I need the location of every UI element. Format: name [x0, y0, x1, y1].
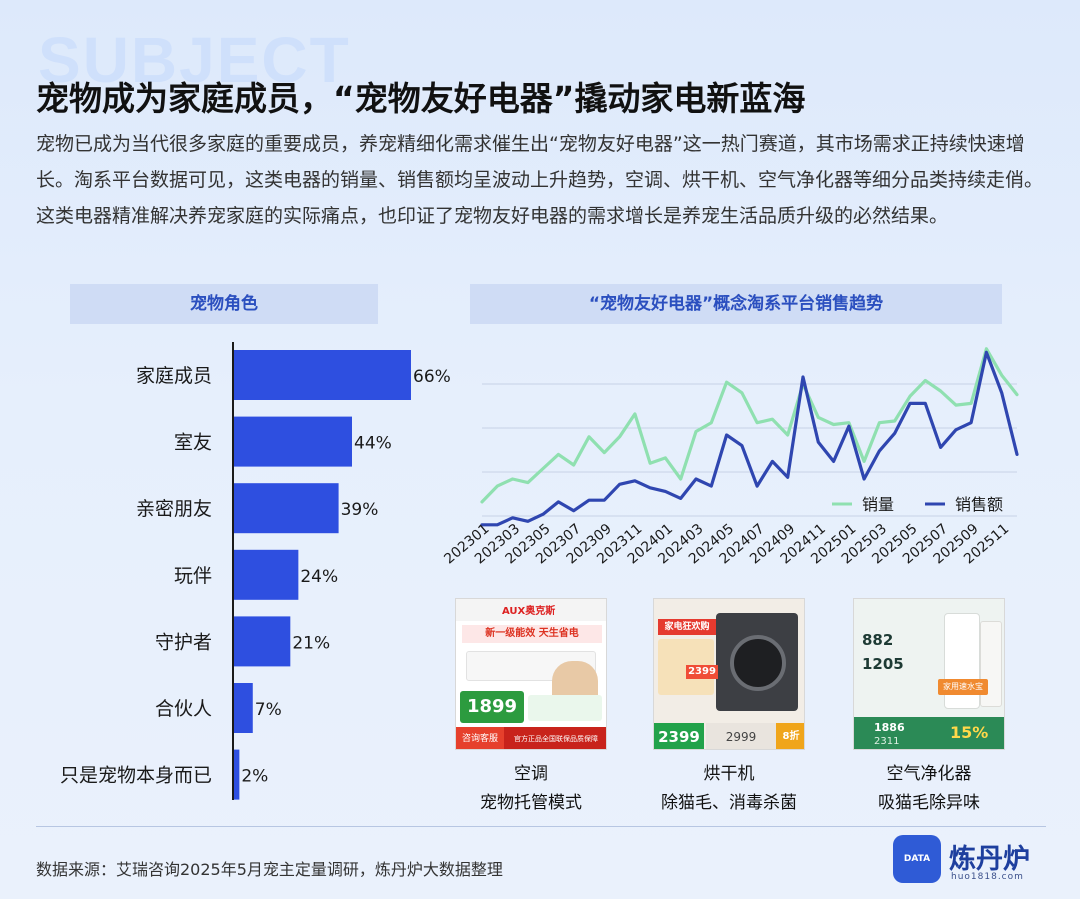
product-desc: 宠物托管模式: [480, 793, 582, 813]
logo-badge-icon: DATA: [893, 835, 941, 883]
dryer-product-image: 家电狂欢购 2399 2399 2999 8折: [653, 598, 805, 750]
brand-logo: DATA 炼丹炉 huo1818.com: [893, 835, 1053, 887]
bar-1: [234, 416, 352, 467]
bar-value-label: 44%: [354, 434, 392, 454]
ac-headline: 新一级能效 天生省电: [462, 625, 602, 643]
roles-chart-title: 宠物角色: [70, 284, 378, 324]
dryer-orig-price: 2999: [706, 723, 776, 749]
bar-3: [234, 549, 299, 600]
bar-value-label: 2%: [241, 767, 268, 787]
bar-value-label: 39%: [341, 500, 379, 520]
bar-6: [234, 749, 240, 800]
bar-category-label: 家庭成员: [136, 365, 212, 387]
bar-4: [234, 616, 291, 667]
ac-footer: 官方正品全国联保品质保障: [504, 727, 606, 749]
ac-consult: 咨询客服: [456, 727, 504, 749]
purifier-cadr2: 1205: [862, 655, 904, 673]
logo-name: 炼丹炉: [949, 844, 1030, 875]
series-line-1: [480, 350, 1019, 527]
product-desc: 吸猫毛除异味: [878, 793, 980, 813]
data-source: 数据来源：艾瑞咨询2025年5月宠主定量调研，炼丹炉大数据整理: [36, 860, 503, 879]
bar-category-label: 只是宠物本身而已: [60, 765, 212, 787]
product-desc: 除猫毛、消毒杀菌: [661, 793, 797, 813]
ac-brand: AUX奥克斯: [502, 606, 556, 617]
product-caption-dryer: 烘干机 除猫毛、消毒杀菌: [629, 760, 829, 818]
product-caption-purifier: 空气净化器 吸猫毛除异味: [829, 760, 1029, 818]
bar-category-label: 亲密朋友: [136, 498, 212, 520]
bar-category-label: 守护者: [155, 631, 212, 653]
dryer-deal: 8折: [776, 723, 804, 749]
bar-category-label: 室友: [174, 432, 212, 454]
page-title: 宠物成为家庭成员，“宠物友好电器”撬动家电新蓝海: [36, 79, 806, 118]
legend-label-0: 销量: [862, 495, 894, 514]
intro-paragraph: 宠物已成为当代很多家庭的重要成员，养宠精细化需求催生出“宠物友好电器”这一热门赛…: [36, 133, 1044, 227]
bar-category-label: 玩伴: [174, 565, 212, 587]
bar-value-label: 24%: [300, 567, 338, 587]
bar-value-label: 7%: [255, 700, 282, 720]
legend-label-1: 销售额: [955, 495, 1003, 514]
purifier-cadr1: 882: [862, 631, 894, 649]
series-line-0: [480, 347, 1019, 504]
product-caption-ac: 空调 宠物托管模式: [431, 760, 631, 818]
purifier-pct: 15%: [950, 723, 989, 742]
product-name: 烘干机: [703, 764, 755, 784]
air-purifier-product-image: 882 1205 家用速水宝 1886 2311 15%: [853, 598, 1005, 750]
dryer-price: 2399: [654, 723, 704, 749]
product-name: 空调: [514, 764, 548, 784]
bar-value-label: 21%: [292, 633, 330, 653]
dryer-price-tag: 2399: [686, 665, 718, 679]
bar-5: [234, 683, 253, 733]
bar-2: [234, 483, 339, 534]
air-conditioner-product-image: AUX奥克斯 新一级能效 天生省电 1899 咨询客服 官方正品全国联保品质保障: [455, 598, 607, 750]
purifier-tag: 家用速水宝: [938, 679, 988, 695]
watermark-text: SUBJECT: [38, 24, 351, 96]
bar-0: [234, 350, 411, 400]
purifier-price2: 2311: [874, 736, 900, 747]
product-name: 空气净化器: [886, 764, 972, 784]
footer-divider: [36, 826, 1046, 827]
logo-url: huo1818.com: [951, 872, 1024, 882]
bar-value-label: 66%: [413, 367, 451, 387]
trend-chart-title: “宠物友好电器”概念淘系平台销售趋势: [470, 284, 1002, 324]
ac-price: 1899: [460, 691, 524, 723]
purifier-price1: 1886: [874, 721, 905, 734]
bar-category-label: 合伙人: [155, 698, 212, 720]
dryer-badge: 家电狂欢购: [658, 619, 716, 635]
